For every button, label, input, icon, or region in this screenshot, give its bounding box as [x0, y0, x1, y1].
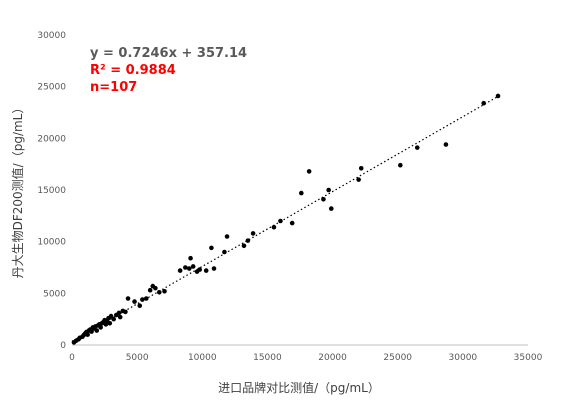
- data-point: [245, 238, 251, 243]
- data-point: [356, 177, 361, 182]
- x-tick-label: 35000: [514, 353, 543, 363]
- data-point: [443, 142, 449, 147]
- x-tick-label: 10000: [188, 353, 217, 363]
- data-point: [190, 264, 196, 269]
- data-point: [203, 268, 209, 273]
- data-point: [481, 100, 487, 106]
- y-tick-label: 15000: [37, 186, 66, 196]
- data-point: [111, 316, 116, 322]
- data-point: [250, 231, 256, 236]
- data-point: [89, 329, 94, 334]
- x-tick-label: 5000: [126, 353, 149, 363]
- data-point: [398, 162, 403, 168]
- data-point: [140, 297, 145, 302]
- x-tick-label: 15000: [253, 353, 282, 363]
- y-tick-label: 25000: [37, 83, 66, 93]
- data-point: [98, 325, 103, 330]
- data-point: [147, 287, 153, 293]
- data-points: [71, 93, 501, 345]
- data-point: [289, 220, 295, 226]
- data-point: [271, 224, 277, 230]
- data-point: [495, 93, 501, 99]
- data-point: [326, 187, 331, 193]
- r-squared-label: R² = 0.9884: [90, 63, 176, 78]
- data-point: [162, 288, 167, 294]
- y-tick-label: 10000: [37, 238, 66, 248]
- data-point: [125, 296, 131, 301]
- data-point: [186, 266, 192, 271]
- data-point: [299, 190, 304, 196]
- data-point: [306, 169, 312, 174]
- data-point: [117, 314, 123, 320]
- data-point: [241, 243, 247, 249]
- x-tick-label: 0: [69, 353, 75, 363]
- data-point: [278, 218, 283, 224]
- data-point: [328, 206, 334, 211]
- data-point: [85, 332, 90, 337]
- data-point: [108, 313, 114, 319]
- data-point: [94, 328, 100, 333]
- data-point: [414, 145, 420, 150]
- data-point: [209, 245, 214, 251]
- y-tick-label: 20000: [37, 134, 66, 144]
- data-point: [116, 310, 122, 316]
- y-axis-ticks: 0 5000 10000 15000 20000 25000 30000: [37, 31, 66, 351]
- x-tick-label: 30000: [449, 353, 478, 363]
- x-axis-ticks: 0 5000 10000 15000 20000 25000 30000 35000: [69, 353, 542, 363]
- data-point: [222, 249, 227, 255]
- sample-size-label: n=107: [90, 80, 137, 95]
- data-point: [123, 309, 128, 315]
- data-point: [137, 303, 143, 309]
- data-point: [153, 285, 158, 291]
- y-axis-title: 丹大生物DF200测值/（pg/mL）: [10, 102, 25, 279]
- data-point: [177, 268, 183, 273]
- y-tick-label: 30000: [37, 31, 66, 41]
- data-point: [107, 321, 113, 326]
- trendline: [71, 93, 503, 342]
- trendline-equation: y = 0.7246x + 357.14: [90, 46, 247, 61]
- data-point: [188, 255, 193, 261]
- data-point: [132, 299, 137, 304]
- data-point: [321, 197, 326, 202]
- data-point: [183, 265, 188, 270]
- data-point: [211, 266, 217, 271]
- x-tick-label: 25000: [383, 353, 412, 363]
- data-point: [197, 267, 202, 272]
- y-tick-label: 5000: [43, 289, 66, 299]
- x-tick-label: 20000: [318, 353, 347, 363]
- data-point: [143, 296, 149, 301]
- data-point: [156, 290, 162, 295]
- x-axis-title: 进口品牌对比测值/（pg/mL）: [218, 380, 380, 395]
- data-point: [358, 166, 364, 171]
- y-tick-label: 0: [60, 341, 66, 351]
- data-point: [224, 234, 230, 239]
